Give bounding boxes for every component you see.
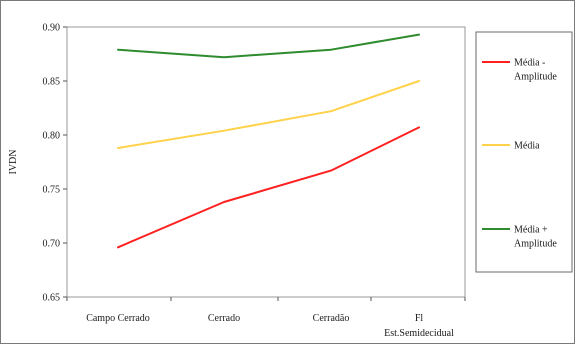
x-tick-label: Cerrado (208, 313, 240, 324)
x-axis: Campo Cerrado Cerrado Cerradão Fl Est.Semide… (66, 297, 466, 339)
y-tick-label: 0.65 (43, 293, 61, 304)
y-tick-label: 0.70 (43, 239, 61, 250)
legend-label: Média + (514, 225, 548, 236)
x-tick-label: Fl (415, 313, 424, 324)
y-tick-label: 0.85 (43, 77, 61, 88)
legend-label: Média (514, 141, 540, 152)
series-line-1 (117, 80, 420, 149)
legend-label: Amplitude (514, 239, 557, 250)
y-axis-label: IVDN (8, 150, 19, 175)
y-tick-label: 0.75 (43, 185, 61, 196)
series-line-2 (117, 33, 420, 59)
x-tick-label: Cerradão (313, 313, 350, 324)
y-tick-label: 0.80 (43, 131, 61, 142)
legend-label: Média - (514, 58, 545, 69)
y-axis: 0.65 0.70 0.75 0.80 0.85 0.90 (43, 23, 67, 304)
legend-box (475, 31, 573, 273)
x-tick-label: Est.Semidecidual (384, 328, 454, 339)
plot-area (66, 26, 466, 298)
x-tick-label: Campo Cerrado (86, 313, 150, 324)
series-line-0 (117, 126, 420, 249)
legend-label: Amplitude (514, 72, 557, 83)
legend: Média - Amplitude Média Média + Amplitude (482, 58, 557, 250)
y-tick-label: 0.90 (43, 23, 61, 34)
series-lines (117, 33, 420, 249)
